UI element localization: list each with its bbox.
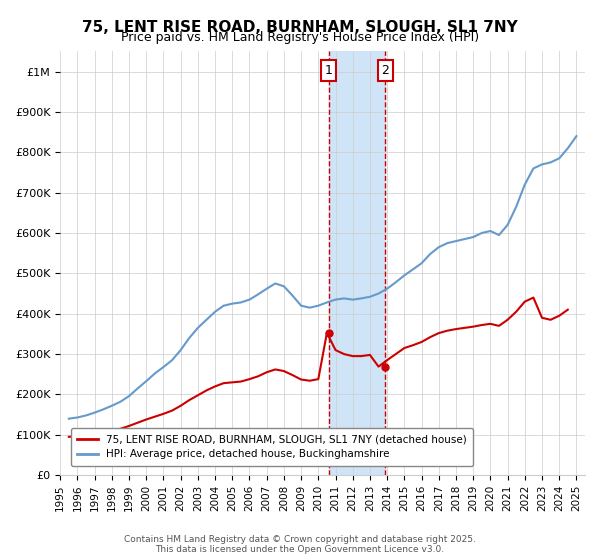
Text: 75, LENT RISE ROAD, BURNHAM, SLOUGH, SL1 7NY: 75, LENT RISE ROAD, BURNHAM, SLOUGH, SL1… [82, 20, 518, 35]
Text: Price paid vs. HM Land Registry's House Price Index (HPI): Price paid vs. HM Land Registry's House … [121, 31, 479, 44]
Text: 1: 1 [325, 64, 333, 77]
Text: Contains HM Land Registry data © Crown copyright and database right 2025.
This d: Contains HM Land Registry data © Crown c… [124, 535, 476, 554]
Legend: 75, LENT RISE ROAD, BURNHAM, SLOUGH, SL1 7NY (detached house), HPI: Average pric: 75, LENT RISE ROAD, BURNHAM, SLOUGH, SL1… [71, 428, 473, 466]
Text: 2: 2 [382, 64, 389, 77]
Bar [329, 52, 385, 475]
